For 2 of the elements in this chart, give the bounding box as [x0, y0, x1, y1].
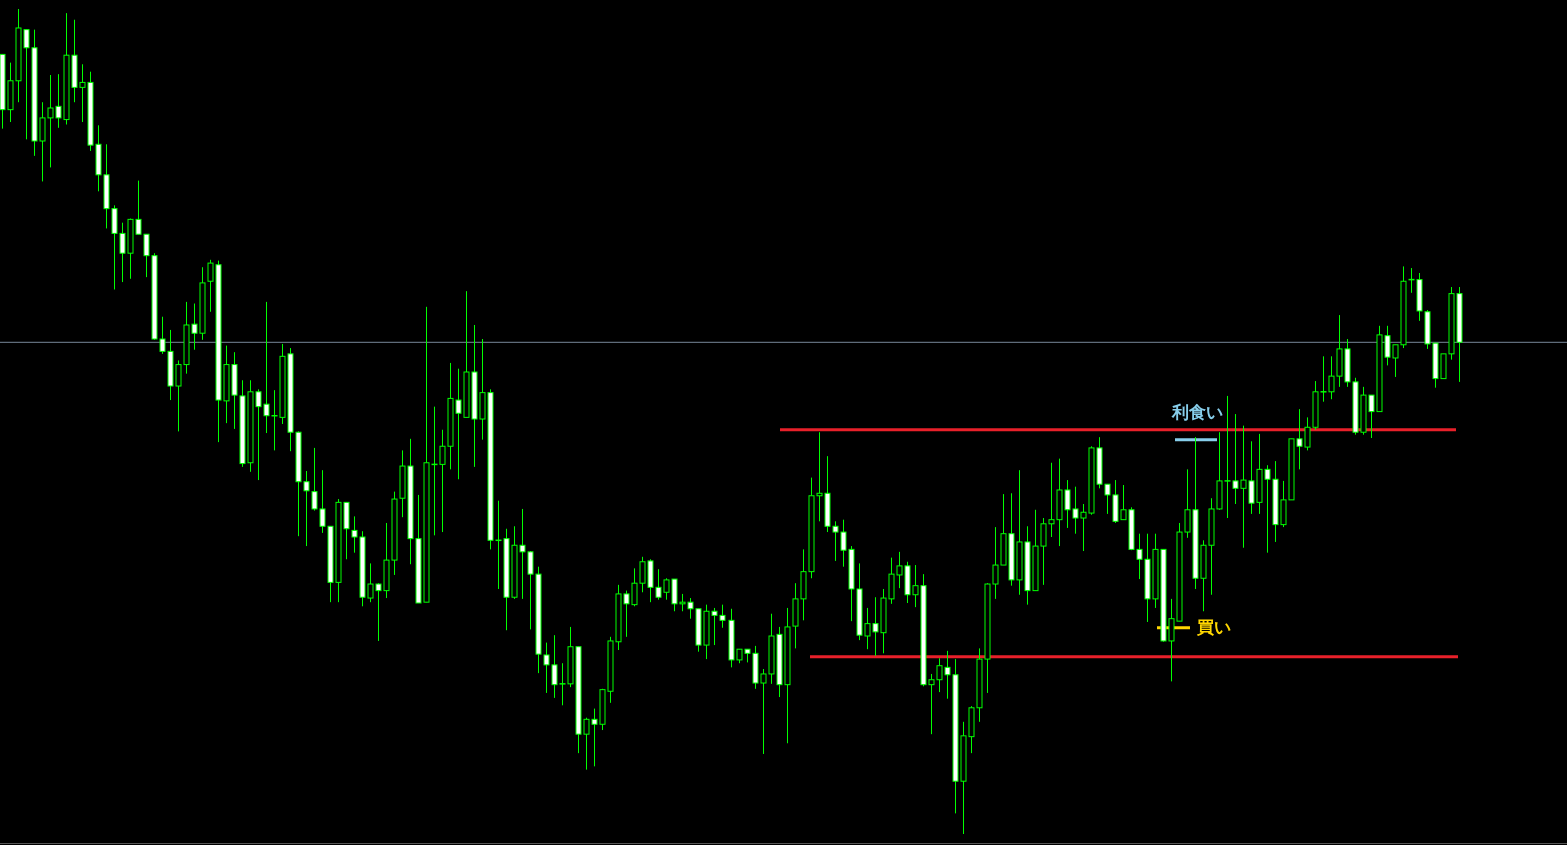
ref-line-label: 利食い: [1171, 401, 1223, 422]
ref-line-label: 買い: [1196, 616, 1231, 637]
